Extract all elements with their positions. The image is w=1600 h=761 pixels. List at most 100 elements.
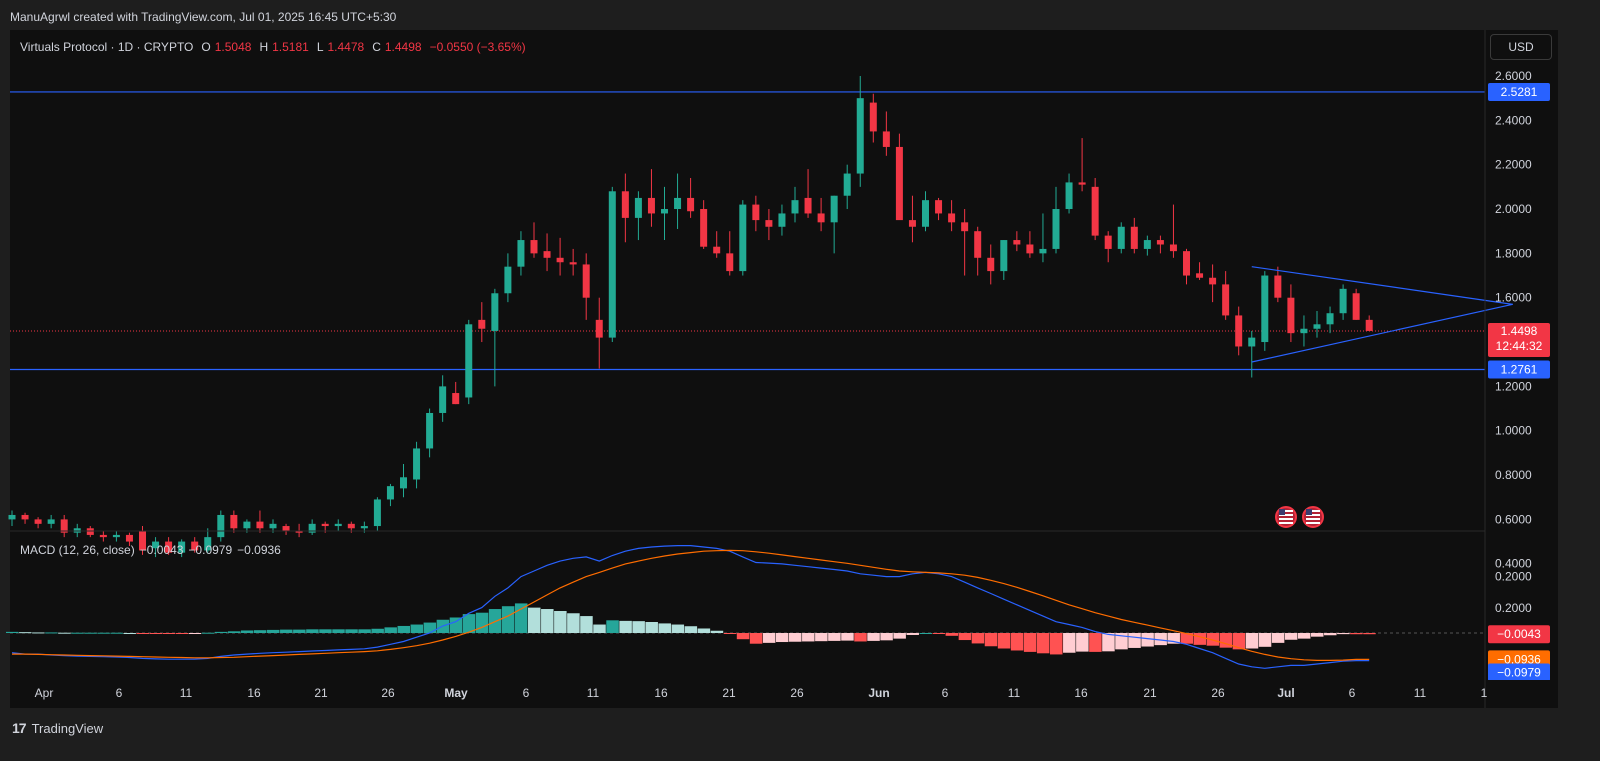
x-tick-label: Apr — [35, 686, 54, 700]
y-tick-label: 1.2000 — [1495, 379, 1532, 393]
macd-histogram-bar — [475, 612, 489, 633]
macd-histogram-bar — [449, 617, 463, 633]
macd-title: MACD (12, 26, close) — [20, 543, 135, 557]
candle-body — [99, 534, 107, 538]
axis-corner-mask — [1488, 680, 1552, 708]
macd-histogram-bar — [958, 633, 972, 641]
candle-body — [34, 519, 42, 524]
y-tick-label: 2.2000 — [1495, 158, 1532, 172]
y-tick-label: 0.6000 — [1495, 512, 1532, 526]
x-tick-label: 11 — [587, 686, 600, 700]
macd-histogram-bar — [1193, 633, 1207, 645]
candle-body — [595, 319, 603, 338]
candle-body — [1261, 275, 1269, 343]
x-tick-label: 21 — [1143, 686, 1157, 700]
macd-histogram-bar — [658, 623, 671, 633]
candle-body — [530, 240, 538, 254]
macd-hist-tag — [1488, 625, 1550, 644]
macd-histogram-bar — [1128, 633, 1141, 648]
candle-body — [700, 209, 708, 247]
low-label: L — [316, 40, 324, 54]
macd-histogram-bar — [815, 633, 828, 642]
macd-histogram-bar — [345, 629, 358, 633]
candle-body — [439, 386, 447, 413]
flag-stripe — [1306, 510, 1320, 512]
candle-body — [334, 523, 342, 527]
candle-body — [647, 197, 655, 214]
triangle-lower-line — [1251, 303, 1513, 363]
candle-body — [1313, 324, 1321, 329]
macd-histogram-bar — [97, 632, 110, 634]
us-flag-icon — [1275, 506, 1297, 528]
level-price-label: 2.5281 — [1501, 85, 1538, 99]
macd-y-tick-label: 0.2000 — [1495, 570, 1532, 584]
macd-line-tag — [1488, 663, 1550, 682]
macd-histogram-bar — [541, 609, 554, 633]
macd-histogram-bar — [19, 632, 32, 634]
candle-body — [478, 319, 486, 329]
candle-body — [817, 213, 825, 223]
candle-body — [295, 530, 303, 533]
level-price-tag — [1488, 360, 1550, 379]
macd-histogram-bar — [919, 633, 932, 634]
candle-body — [582, 264, 590, 298]
candle-body — [465, 324, 473, 398]
us-flag-icon — [1302, 506, 1324, 528]
candle-body — [674, 197, 682, 210]
y-tick-label: 1.8000 — [1495, 246, 1532, 260]
triangle-upper-line — [1251, 266, 1513, 305]
macd-histogram-bar — [645, 622, 658, 633]
macd-histogram-bar — [32, 632, 45, 634]
macd-histogram-bar — [1102, 633, 1115, 652]
candle-body — [204, 537, 212, 551]
candle-body — [1052, 209, 1060, 249]
macd-histogram-bar — [1023, 633, 1037, 652]
macd-histogram-bar — [58, 632, 71, 634]
candle-body — [1248, 337, 1256, 347]
price-pane — [8, 76, 1513, 558]
signal-line — [12, 549, 1370, 661]
tradingview-footer[interactable]: 17 TradingView — [12, 720, 103, 736]
candle-body — [386, 486, 394, 500]
axis-layer: 2.60002.40002.20002.00001.80001.60001.40… — [10, 30, 1552, 708]
x-tick-label: 21 — [722, 686, 736, 700]
candle-body — [1300, 328, 1308, 334]
candle-body — [1352, 293, 1360, 320]
candle-body — [269, 523, 277, 529]
macd-histogram-bar — [802, 633, 815, 642]
candle-body — [1196, 273, 1204, 278]
macd-histogram-bar — [1115, 633, 1128, 650]
high-value: 1.5181 — [272, 40, 309, 54]
macd-histogram-bar — [110, 632, 123, 634]
macd-histogram-bar — [932, 633, 946, 634]
candle-body — [935, 200, 943, 214]
candle-body — [1143, 240, 1151, 249]
macd-histogram-bar — [880, 633, 893, 641]
macd-histogram-bar — [567, 613, 580, 633]
macd-histogram-bar — [240, 630, 254, 633]
candle-body — [47, 519, 55, 524]
macd-histogram-bar — [1245, 633, 1259, 649]
macd-histogram-bar — [462, 614, 476, 633]
candle-body — [165, 541, 173, 553]
candle-body — [739, 204, 747, 272]
candle-body — [504, 266, 512, 294]
candle-body — [1065, 182, 1073, 210]
macd-histogram-bar — [175, 633, 189, 634]
macd-histogram-bar — [554, 611, 567, 633]
candle-body — [830, 195, 838, 223]
tradingview-logo-icon: 17 — [12, 720, 27, 736]
candle-body — [491, 293, 499, 331]
open-value: 1.5048 — [214, 40, 252, 54]
candle-body — [347, 523, 355, 529]
macd-histogram-bar — [45, 632, 58, 634]
y-tick-label: 0.8000 — [1495, 468, 1532, 482]
candle-body — [791, 200, 799, 214]
macd-histogram-bar — [945, 633, 959, 636]
macd-histogram-bar — [580, 616, 593, 633]
flag-stripe — [1279, 518, 1293, 520]
macd-histogram-bar — [1284, 633, 1298, 640]
candle-body — [360, 526, 368, 529]
currency-button[interactable]: USD — [1490, 34, 1552, 60]
